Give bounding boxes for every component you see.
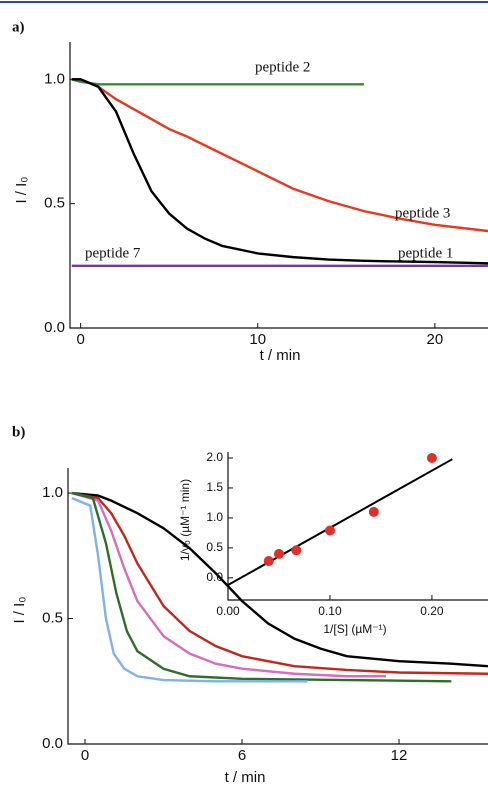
point: [273, 548, 284, 559]
panel-label: b): [12, 424, 25, 440]
point: [368, 506, 379, 517]
y-tick-label: 0.0: [206, 570, 223, 584]
y-tick-label: 0.5: [44, 195, 65, 212]
y-axis-label: I / I₀: [11, 596, 28, 623]
x-tick-label: 12: [391, 747, 408, 764]
y-tick-label: 0.0: [44, 319, 65, 336]
y-tick-label: 1.0: [42, 484, 63, 501]
curve: [71, 78, 488, 265]
x-tick-label: 0: [76, 331, 84, 348]
x-tick-label: 0: [81, 747, 89, 764]
point: [426, 452, 437, 463]
series-label: peptide 7: [85, 245, 141, 261]
curve: [71, 491, 452, 683]
axes: [227, 452, 488, 601]
series-label: peptide 3: [395, 205, 450, 221]
curve: [71, 496, 308, 683]
panel-label: a): [12, 19, 25, 35]
point: [263, 556, 274, 567]
point: [324, 525, 335, 536]
y-tick-label: 0.0: [42, 735, 63, 752]
x-tick-label: 0.20: [420, 604, 444, 618]
fit-line: [227, 458, 453, 586]
curve: [71, 491, 488, 668]
y-tick-label: 1.5: [206, 480, 223, 494]
x-tick-label: 0.00: [216, 604, 240, 618]
x-axis-label: 1/[S] (µM⁻¹): [323, 622, 386, 636]
x-axis-label: t / min: [225, 769, 266, 786]
y-tick-label: 1.0: [206, 510, 223, 524]
point: [291, 545, 302, 556]
curve: [71, 78, 488, 233]
y-tick-label: 0.5: [206, 540, 223, 554]
y-axis-label: 1/v₀ (µM⁻¹ min): [178, 479, 192, 561]
series-label: peptide 1: [398, 245, 453, 261]
x-axis-label: t / min: [260, 347, 301, 364]
x-tick-label: 0.10: [318, 604, 342, 618]
y-axis-label: I / I₀: [13, 176, 30, 203]
y-tick-label: 0.5: [42, 610, 63, 627]
series-label: peptide 2: [255, 59, 310, 75]
curve: [71, 78, 365, 86]
curve: [71, 491, 386, 678]
y-tick-label: 1.0: [44, 70, 65, 87]
x-tick-label: 6: [238, 747, 246, 764]
curve: [71, 491, 488, 675]
x-tick-label: 10: [249, 331, 266, 348]
x-tick-label: 20: [427, 331, 444, 348]
y-tick-label: 2.0: [206, 450, 223, 464]
